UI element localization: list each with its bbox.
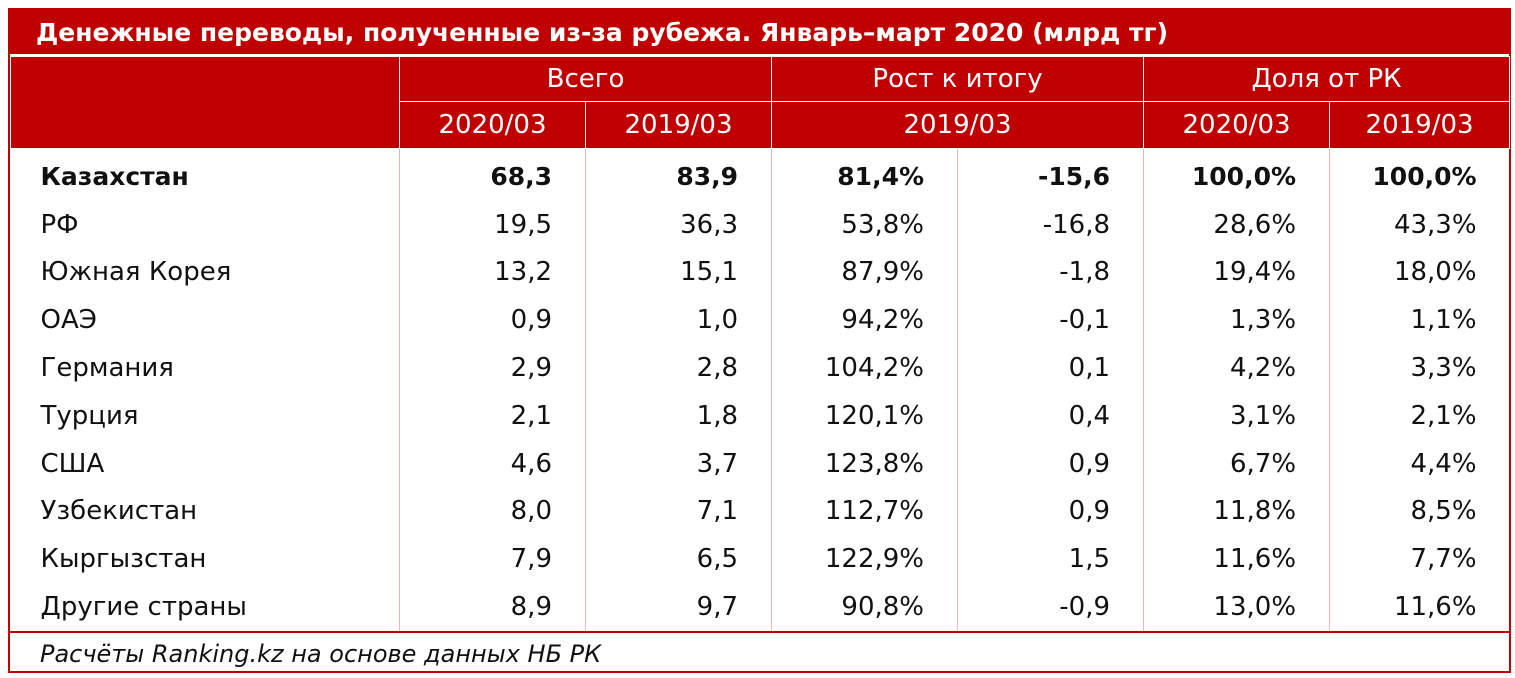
cell-growth-delta: 0,9 (957, 487, 1145, 536)
cell-growth-delta: -0,1 (957, 296, 1145, 345)
cell-growth-pct: 123,8% (771, 439, 959, 488)
cell-growth-delta: -1,8 (957, 248, 1145, 297)
row-label: Южная Корея (10, 248, 400, 297)
cell-growth-delta: 1,5 (957, 535, 1145, 584)
row-label: Казахстан (10, 148, 400, 201)
cell-growth-pct: 122,9% (771, 535, 959, 584)
cell-growth-delta: -16,8 (957, 200, 1145, 249)
table-row: Южная Корея 13,2 15,1 87,9% -1,8 19,4% 18,0% (10, 248, 1510, 297)
remittances-table-panel: Денежные переводы, полученные из-за рубе… (8, 8, 1511, 673)
cell-growth-delta: -0,9 (957, 583, 1145, 631)
cell-share-2019-03: 4,4% (1410, 448, 1477, 479)
header-group-share: Доля от РК (1143, 56, 1511, 102)
cell-total-2019-03: 1,8 (585, 391, 773, 440)
table-row: Другие страны 8,9 9,7 90,8% -0,9 13,0% 11,6% (10, 583, 1510, 631)
cell-total-2020-03: 2,1 (399, 391, 586, 440)
cell-total-2020-03: 7,9 (399, 535, 586, 584)
cell-growth-delta: 0,1 (957, 344, 1145, 392)
table-row: Турция 2,1 1,8 120,1% 0,4 3,1% 2,1% (10, 391, 1510, 440)
header-corner (10, 56, 400, 149)
cell-share-2019-03: 7,7% (1410, 544, 1477, 575)
cell-share-2020-03: 11,8% (1143, 487, 1331, 536)
table-title: Денежные переводы, полученные из-за рубе… (10, 10, 1509, 56)
cell-share-2020-03: 3,1% (1143, 391, 1331, 440)
table-row: Кыргызстан 7,9 6,5 122,9% 1,5 11,6% 7,7% (10, 535, 1510, 584)
header-share-2019-03: 2019/03 (1329, 101, 1511, 149)
cell-growth-pct: 112,7% (771, 487, 959, 536)
header-share-2020-03: 2020/03 (1143, 101, 1331, 149)
remittances-table: Всего Рост к итогу Доля от РК 2020/03 20… (10, 56, 1511, 631)
table-row: РФ 19,5 36,3 53,8% -16,8 28,6% 43,3% (10, 200, 1510, 249)
row-label: Кыргызстан (10, 535, 400, 584)
cell-share-2019-03: 2,1% (1410, 400, 1477, 431)
cell-share-2020-03: 13,0% (1143, 583, 1331, 631)
cell-total-2019-03: 7,1 (585, 487, 773, 536)
cell-share-2019-03: 11,6% (1393, 592, 1477, 623)
source-note: Расчёты Ranking.kz на основе данных НБ Р… (10, 630, 1509, 678)
cell-total-2019-03: 9,7 (585, 583, 773, 631)
cell-growth-pct: 90,8% (771, 583, 959, 631)
row-label: Узбекистан (10, 487, 400, 536)
row-label: Другие страны (10, 583, 400, 631)
header-total-2019-03: 2019/03 (584, 101, 773, 149)
cell-growth-delta: -15,6 (957, 148, 1145, 201)
cell-share-2020-03: 1,3% (1143, 296, 1331, 345)
cell-share-2020-03: 6,7% (1143, 439, 1331, 488)
cell-total-2020-03: 8,0 (399, 487, 586, 536)
table-row: Узбекистан 8,0 7,1 112,7% 0,9 11,8% 8,5% (10, 487, 1510, 536)
cell-growth-pct: 94,2% (771, 296, 959, 345)
table-row-total: Казахстан 68,3 83,9 81,4% -15,6 100,0% 100,0% (10, 148, 1510, 201)
row-label: Германия (10, 344, 400, 392)
cell-total-2019-03: 6,5 (585, 535, 773, 584)
cell-total-2019-03: 1,0 (585, 296, 773, 345)
row-label: ОАЭ (10, 296, 400, 345)
cell-share-2019-03: 18,0% (1393, 257, 1477, 288)
cell-total-2020-03: 4,6 (399, 439, 586, 488)
cell-total-2020-03: 2,9 (399, 344, 586, 392)
cell-growth-pct: 81,4% (771, 148, 959, 201)
cell-total-2019-03: 36,3 (585, 200, 773, 249)
row-label: РФ (10, 200, 400, 249)
cell-total-2020-03: 13,2 (399, 248, 586, 297)
cell-share-2019-03: 1,1% (1410, 305, 1477, 336)
cell-total-2020-03: 8,9 (399, 583, 586, 631)
cell-share-2019-03: 8,5% (1410, 496, 1477, 527)
row-label: Турция (10, 391, 400, 440)
cell-share-2019-03: 43,3% (1393, 209, 1477, 240)
table-header: Всего Рост к итогу Доля от РК 2020/03 20… (10, 56, 1511, 149)
table-body: Казахстан 68,3 83,9 81,4% -15,6 100,0% 100,0% Р… (10, 148, 1510, 631)
cell-share-2019-03: 100,0% (1372, 162, 1477, 192)
cell-growth-pct: 120,1% (771, 391, 959, 440)
header-growth-2019-03: 2019/03 (771, 101, 1145, 149)
cell-growth-delta: 0,9 (957, 439, 1145, 488)
cell-total-2020-03: 0,9 (399, 296, 586, 345)
table-row: ОАЭ 0,9 1,0 94,2% -0,1 1,3% 1,1% (10, 296, 1510, 345)
cell-total-2019-03: 83,9 (585, 148, 773, 201)
cell-total-2020-03: 19,5 (399, 200, 586, 249)
table-row: Германия 2,9 2,8 104,2% 0,1 4,2% 3,3% (10, 344, 1510, 392)
cell-growth-delta: 0,4 (957, 391, 1145, 440)
header-group-total: Всего (398, 56, 773, 102)
cell-share-2020-03: 100,0% (1143, 148, 1331, 201)
cell-total-2020-03: 68,3 (399, 148, 586, 201)
cell-growth-pct: 53,8% (771, 200, 959, 249)
header-group-growth: Рост к итогу (771, 56, 1145, 102)
cell-share-2019-03: 3,3% (1410, 353, 1477, 384)
cell-share-2020-03: 19,4% (1143, 248, 1331, 297)
cell-growth-pct: 87,9% (771, 248, 959, 297)
cell-share-2020-03: 11,6% (1143, 535, 1331, 584)
cell-total-2019-03: 3,7 (585, 439, 773, 488)
cell-total-2019-03: 15,1 (585, 248, 773, 297)
cell-share-2020-03: 4,2% (1143, 344, 1331, 392)
cell-total-2019-03: 2,8 (585, 344, 773, 392)
cell-share-2020-03: 28,6% (1143, 200, 1331, 249)
header-total-2020-03: 2020/03 (399, 101, 586, 149)
cell-growth-pct: 104,2% (771, 344, 959, 392)
table-row: США 4,6 3,7 123,8% 0,9 6,7% 4,4% (10, 439, 1510, 488)
row-label: США (10, 439, 400, 488)
